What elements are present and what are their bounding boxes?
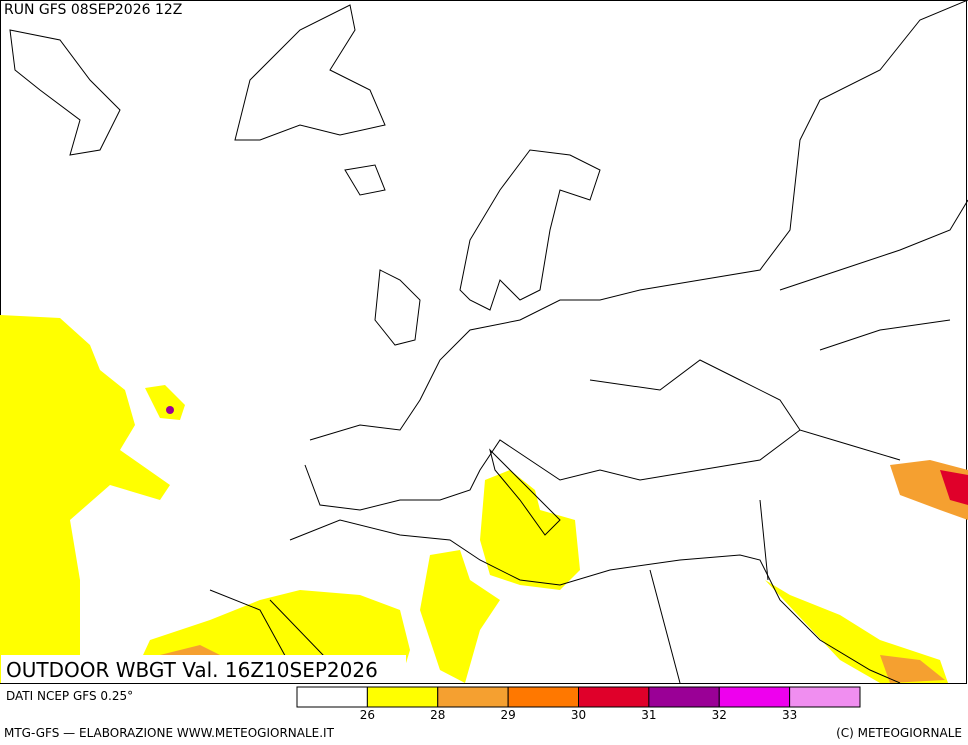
europe-coast (309, 0, 968, 441)
source: DATI NCEP GFS 0.25° (6, 689, 133, 703)
heat-spot (166, 406, 174, 414)
italy (489, 448, 561, 536)
canada-coast (9, 29, 121, 156)
heat-area (765, 580, 948, 683)
legend-tick-label: 28 (430, 708, 445, 722)
heat-area (0, 315, 170, 683)
legend-swatch (648, 686, 720, 708)
north-africa-coast (289, 519, 901, 684)
heat-area (880, 655, 945, 683)
heat-area (480, 470, 580, 590)
mediterranean-north (304, 429, 901, 511)
footer-right: (C) METEOGIORNALE (836, 726, 962, 740)
greenland (234, 4, 386, 141)
heat-area (940, 470, 968, 505)
legend-swatch (718, 686, 791, 708)
legend-swatch (437, 686, 509, 708)
map (0, 0, 968, 684)
legend-swatch (296, 686, 368, 708)
legend-tick-label: 31 (641, 708, 656, 722)
title-box (1, 655, 406, 683)
black-sea (589, 359, 801, 431)
asia-borders (779, 199, 968, 351)
legend: 26 28 29 30 31 32 33 (296, 686, 861, 722)
legend-swatch (789, 686, 861, 708)
legend-swatch (507, 686, 579, 708)
legend-swatch (578, 686, 650, 708)
iceland (344, 164, 386, 196)
map-frame (0, 0, 967, 684)
heat-area (420, 550, 500, 683)
run-label: RUN GFS 08SEP2026 12Z (4, 2, 182, 18)
legend-tick-label: 29 (500, 708, 515, 722)
legend-tick-label: 26 (360, 708, 375, 722)
footer-left: MTG-GFS — ELABORAZIONE WWW.METEOGIORNALE… (4, 726, 335, 740)
legend-tick-label: 32 (712, 708, 727, 722)
heat-area (145, 385, 185, 420)
borders (209, 499, 769, 684)
title: OUTDOOR WBGT Val. 16Z10SEP2026 (6, 658, 378, 682)
legend-tick-label: 33 (782, 708, 797, 722)
legend-tick-label: 30 (571, 708, 586, 722)
british-isles (374, 269, 421, 346)
scandinavia (459, 149, 601, 311)
legend-swatch (366, 686, 439, 708)
